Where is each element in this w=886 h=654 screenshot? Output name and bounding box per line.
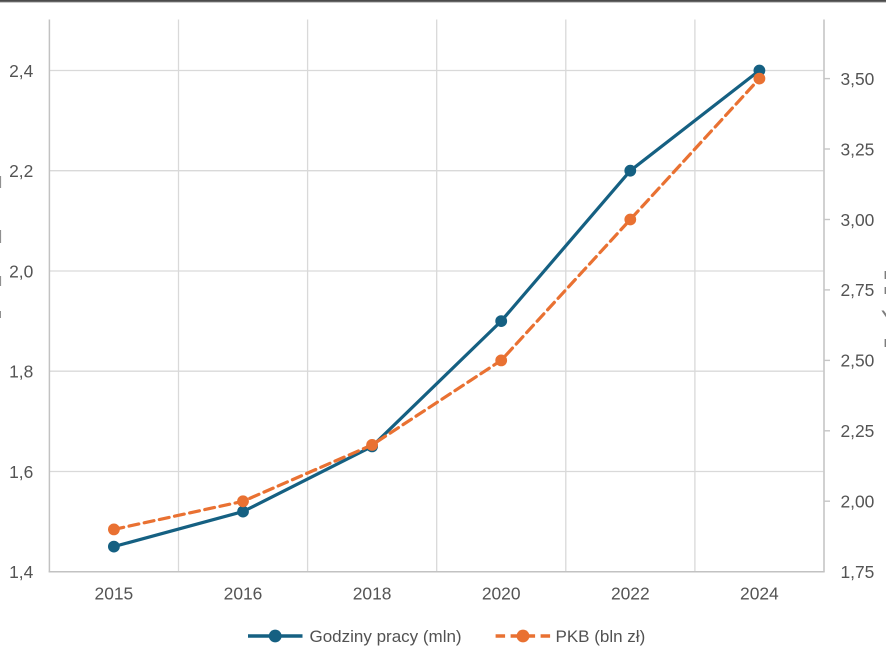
svg-text:2024: 2024	[740, 583, 779, 603]
svg-text:1,4: 1,4	[9, 562, 34, 582]
svg-text:2018: 2018	[353, 583, 392, 603]
svg-text:2,25: 2,25	[841, 421, 875, 441]
svg-text:2,4: 2,4	[9, 61, 34, 81]
svg-text:1,8: 1,8	[9, 362, 33, 382]
svg-text:2020: 2020	[482, 583, 521, 603]
svg-text:1,6: 1,6	[9, 462, 33, 482]
svg-text:PKB (bln zł): PKB (bln zł)	[556, 627, 646, 646]
svg-text:3,25: 3,25	[841, 139, 875, 159]
svg-text:2,50: 2,50	[841, 351, 875, 371]
svg-text:3,00: 3,00	[841, 210, 875, 230]
svg-text:1,75: 1,75	[841, 562, 875, 582]
svg-text:2022: 2022	[611, 583, 650, 603]
svg-text:2,00: 2,00	[841, 492, 875, 512]
svg-text:2,75: 2,75	[841, 280, 875, 300]
svg-text:Godziny pracy (mln): Godziny pracy (mln)	[310, 627, 462, 646]
svg-text:2,0: 2,0	[9, 261, 33, 281]
svg-text:2015: 2015	[95, 583, 134, 603]
svg-text:3,50: 3,50	[841, 69, 875, 89]
svg-text:2016: 2016	[224, 583, 263, 603]
svg-text:2,2: 2,2	[9, 161, 33, 181]
